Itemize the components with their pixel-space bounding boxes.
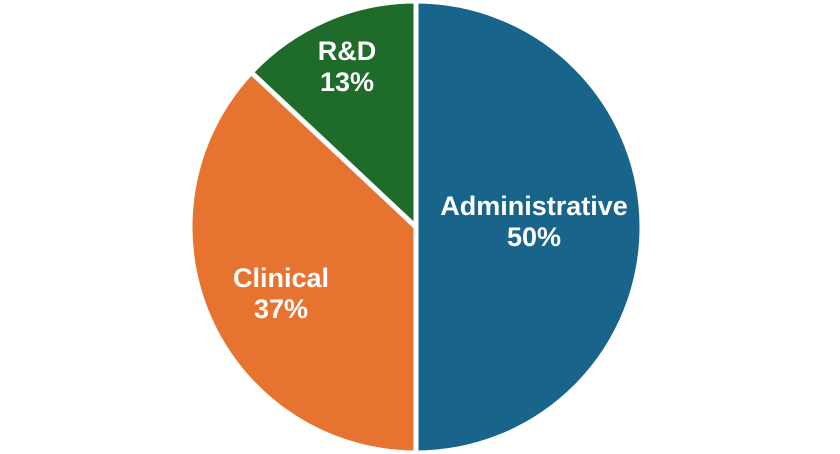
pie-slice-clinical (187, 69, 419, 454)
pie-slice-administrative (413, 0, 645, 454)
pie-slice-r-d (248, 0, 419, 230)
